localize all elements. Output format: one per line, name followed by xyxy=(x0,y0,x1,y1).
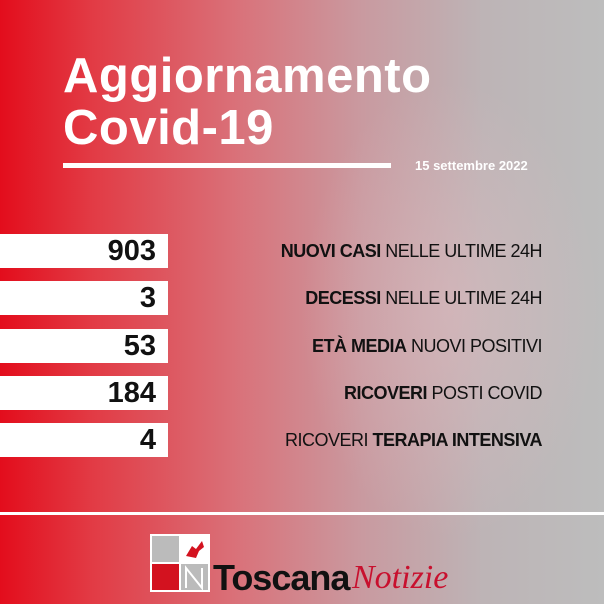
footer-divider xyxy=(0,512,604,515)
stat-label-average-age: ETÀ MEDIA NUOVI POSITIVI xyxy=(311,336,543,356)
brand-toscana: Toscana xyxy=(213,557,350,598)
stat-value-intensive-care: 4 xyxy=(0,423,168,457)
stat-label-intensive-care: RICOVERI TERAPIA INTENSIVA xyxy=(284,430,543,450)
divider xyxy=(63,163,391,168)
stat-label-deaths: DECESSI NELLE ULTIME 24H xyxy=(305,288,542,308)
stat-value-hospitalized: 184 xyxy=(0,376,168,410)
stat-label-new-cases: NUOVI CASI NELLE ULTIME 24H xyxy=(280,241,543,261)
toscana-notizie-logo-icon xyxy=(150,534,210,592)
stat-label-hospitalized: RICOVERI POSTI COVID xyxy=(343,383,543,403)
stat-value-deaths: 3 xyxy=(0,281,168,315)
brand-notizie: Notizie xyxy=(352,559,449,596)
title-line-2: Covid-19 xyxy=(63,101,274,155)
title-line-1: Aggiornamento xyxy=(63,49,432,103)
stat-value-average-age: 53 xyxy=(0,329,168,363)
date: 15 settembre 2022 xyxy=(415,158,528,173)
stat-value-new-cases: 903 xyxy=(0,234,168,268)
